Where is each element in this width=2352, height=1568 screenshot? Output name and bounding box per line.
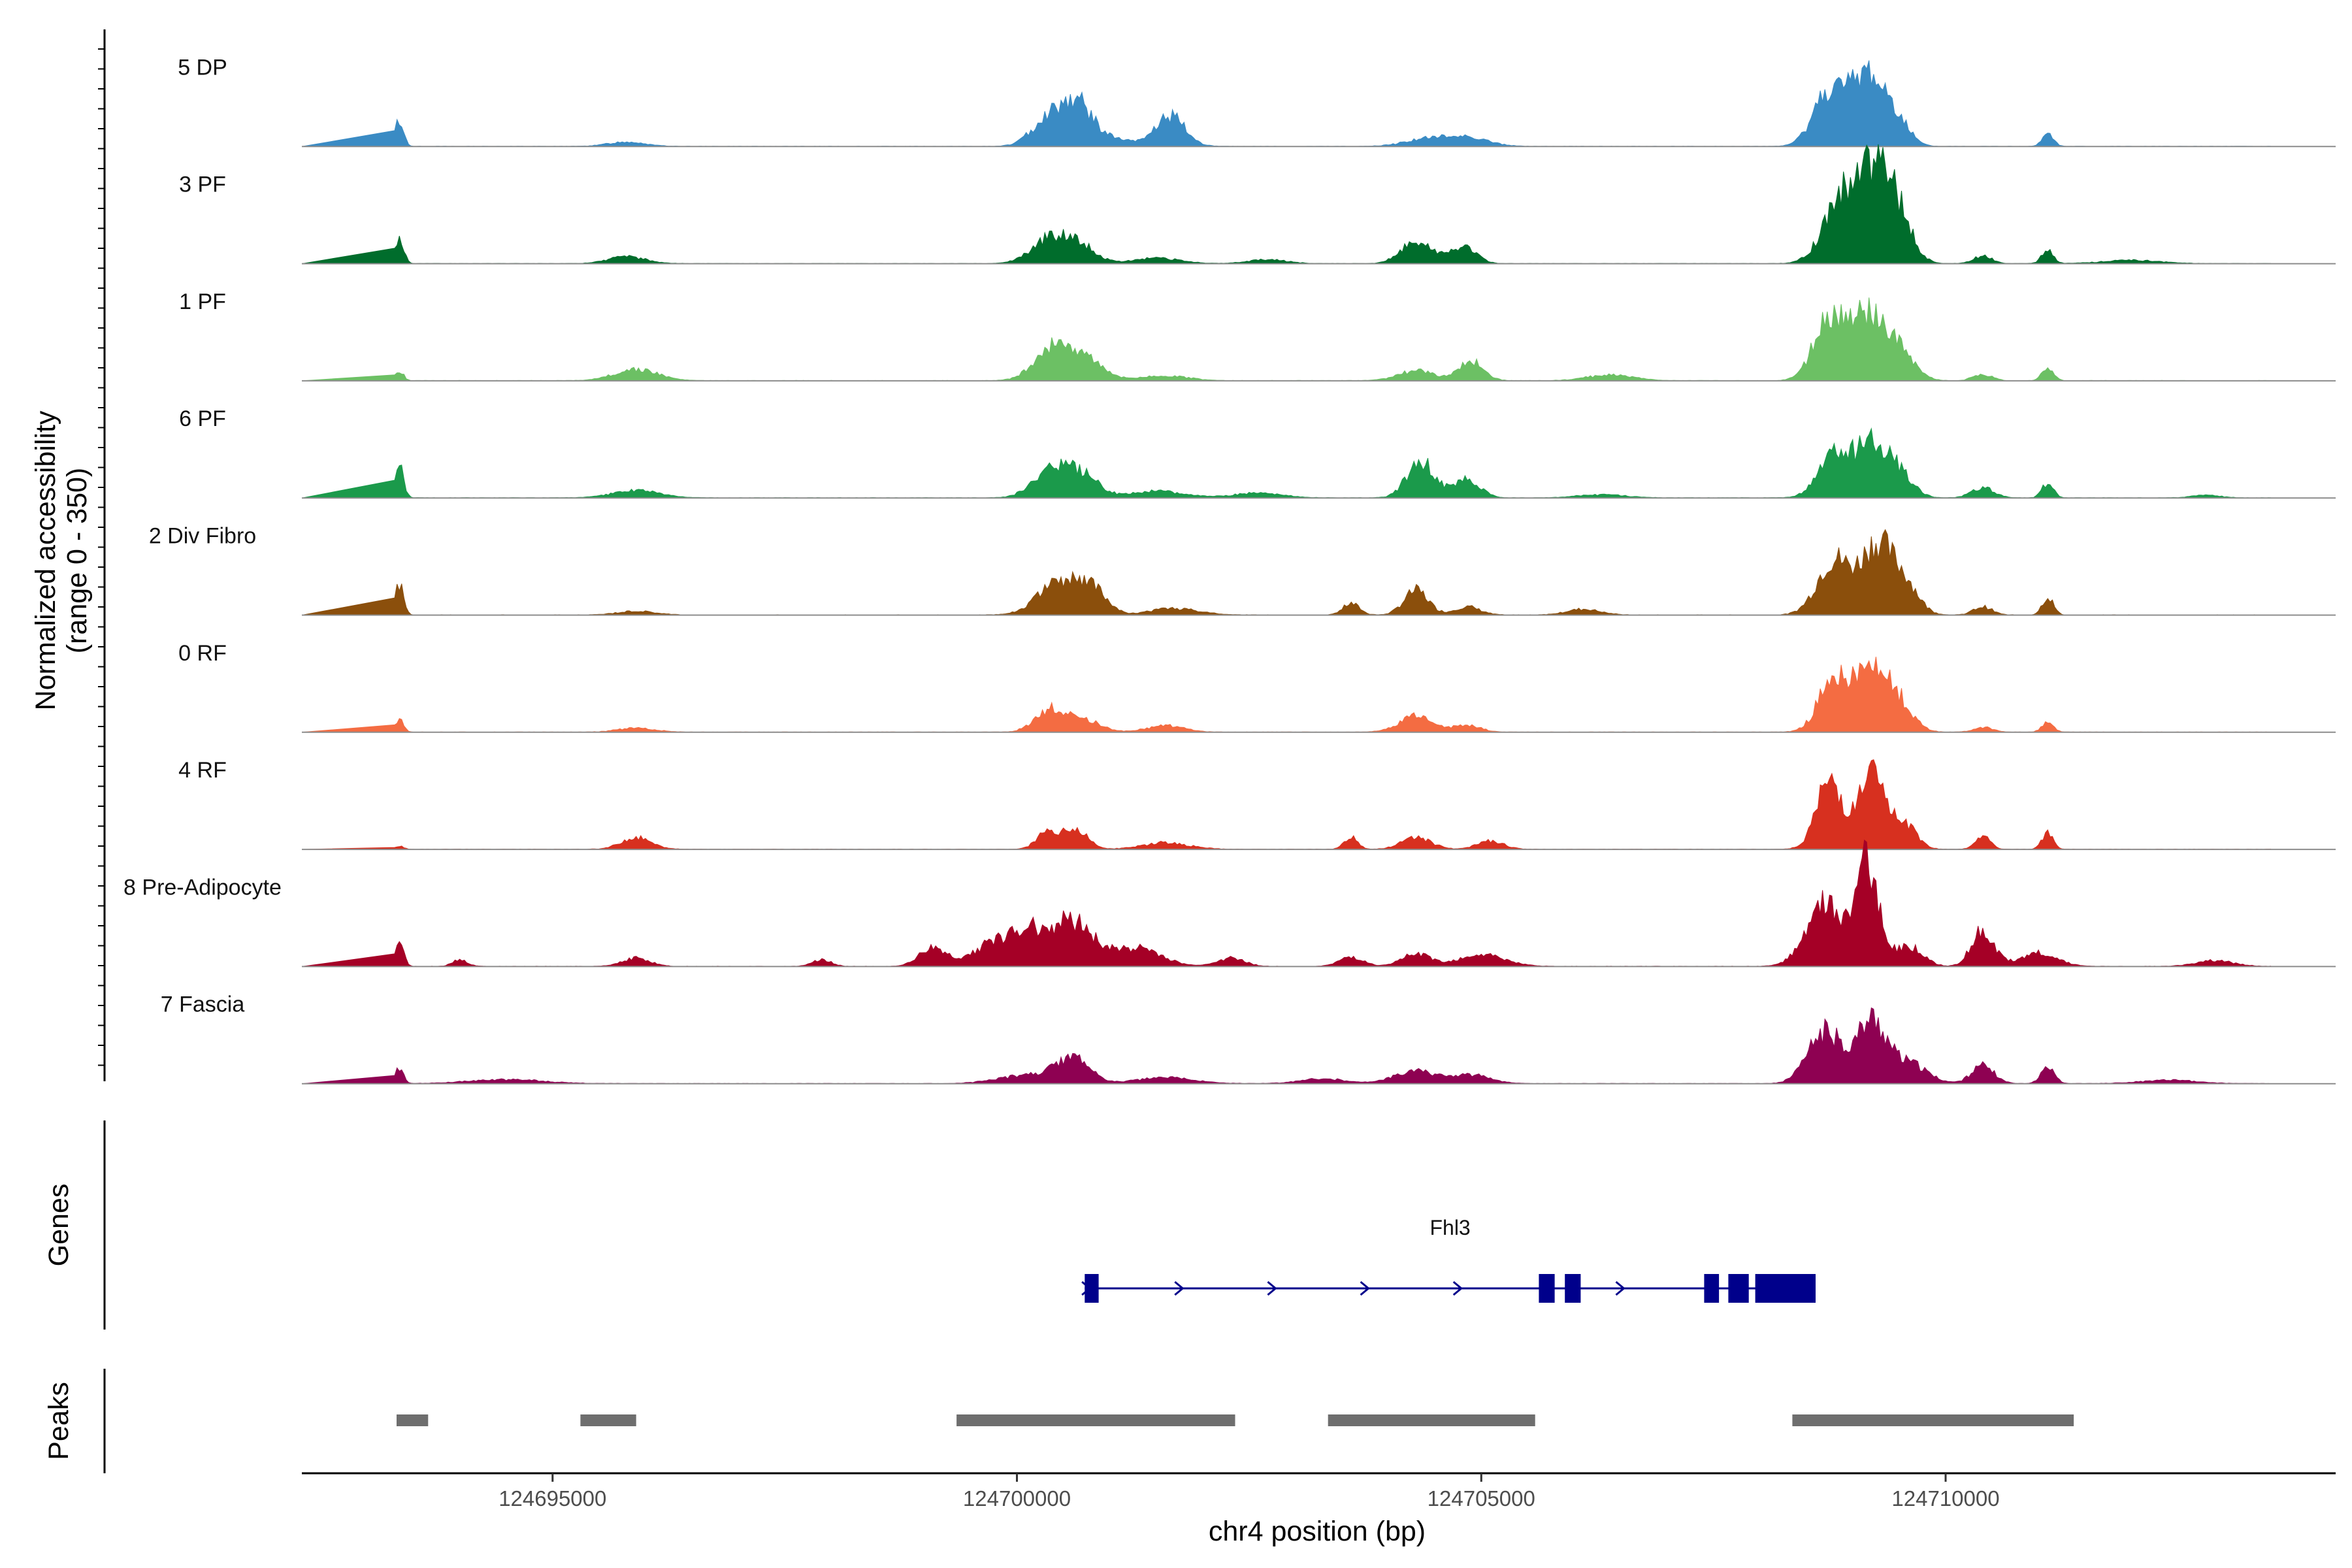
peak-region-bar xyxy=(580,1414,636,1426)
x-tick-label: 124700000 xyxy=(963,1486,1071,1511)
coverage-y-title-line1: Normalized accessibility xyxy=(30,410,61,710)
track-label: 2 Div Fibro xyxy=(149,524,256,549)
coverage-area xyxy=(301,529,2271,616)
coverage-area xyxy=(301,144,2271,265)
track-label: 0 RF xyxy=(178,641,227,666)
genes-panel-label: Genes xyxy=(43,1184,74,1267)
coverage-area xyxy=(301,427,2271,498)
coverage-area xyxy=(301,657,2271,733)
track-1-pf: 1 PF xyxy=(179,289,2336,382)
gene-name-label: Fhl3 xyxy=(1429,1216,1470,1239)
track-4-rf: 4 RF xyxy=(178,758,2336,851)
peak-regions xyxy=(397,1414,2074,1426)
track-2-div-fibro: 2 Div Fibro xyxy=(149,524,2336,616)
peak-region-bar xyxy=(1328,1414,1535,1426)
x-tick-label: 124710000 xyxy=(1891,1486,1999,1511)
coverage-area xyxy=(301,60,2271,147)
strand-arrow xyxy=(1452,1281,1463,1296)
coverage-area xyxy=(301,840,2271,967)
peak-region-bar xyxy=(397,1414,429,1426)
track-label: 1 PF xyxy=(179,289,226,314)
x-axis-ticks: 124695000 124700000 124705000 124710000 xyxy=(498,1473,2000,1511)
exon-block xyxy=(1539,1274,1555,1303)
coverage-y-title-line2: (range 0 - 350) xyxy=(61,468,93,653)
track-6-pf: 6 PF xyxy=(179,406,2336,499)
track-label: 6 PF xyxy=(179,406,226,431)
track-label: 5 DP xyxy=(178,55,227,80)
exon-block xyxy=(1728,1274,1749,1303)
strand-arrow xyxy=(1174,1281,1184,1296)
track-5-dp: 5 DP xyxy=(178,55,2336,148)
coverage-area xyxy=(301,1007,2271,1085)
track-label: 4 RF xyxy=(178,758,227,783)
strand-arrow xyxy=(1360,1281,1370,1296)
peak-region-bar xyxy=(1792,1414,2074,1426)
exon-block xyxy=(1085,1274,1099,1303)
x-axis-title: chr4 position (bp) xyxy=(1209,1516,1426,1547)
track-label: 8 Pre-Adipocyte xyxy=(123,875,282,900)
coverage-area xyxy=(301,297,2271,382)
coverage-tracks: 5 DP 3 PF 1 PF 6 PF 2 Div Fibro 0 RF 4 RF 8 Pre… xyxy=(123,55,2336,1085)
strand-arrow xyxy=(1267,1281,1277,1296)
peak-region-bar xyxy=(956,1414,1235,1426)
exon-block xyxy=(1565,1274,1581,1303)
coverage-y-ticks xyxy=(98,48,105,1066)
track-8-pre-adipocyte: 8 Pre-Adipocyte xyxy=(123,840,2336,968)
coverage-area xyxy=(301,759,2271,850)
peaks-panel-label: Peaks xyxy=(43,1382,74,1460)
x-tick-label: 124705000 xyxy=(1428,1486,1535,1511)
x-tick-label: 124695000 xyxy=(498,1486,606,1511)
track-3-pf: 3 PF xyxy=(179,144,2336,265)
track-7-fascia: 7 Fascia xyxy=(161,992,2336,1085)
track-label: 3 PF xyxy=(179,172,226,197)
track-label: 7 Fascia xyxy=(161,992,245,1017)
exon-block xyxy=(1704,1274,1720,1303)
gene-model xyxy=(1081,1274,1816,1303)
exon-block xyxy=(1755,1274,1816,1303)
strand-arrow xyxy=(1615,1281,1625,1296)
track-0-rf: 0 RF xyxy=(178,641,2336,733)
